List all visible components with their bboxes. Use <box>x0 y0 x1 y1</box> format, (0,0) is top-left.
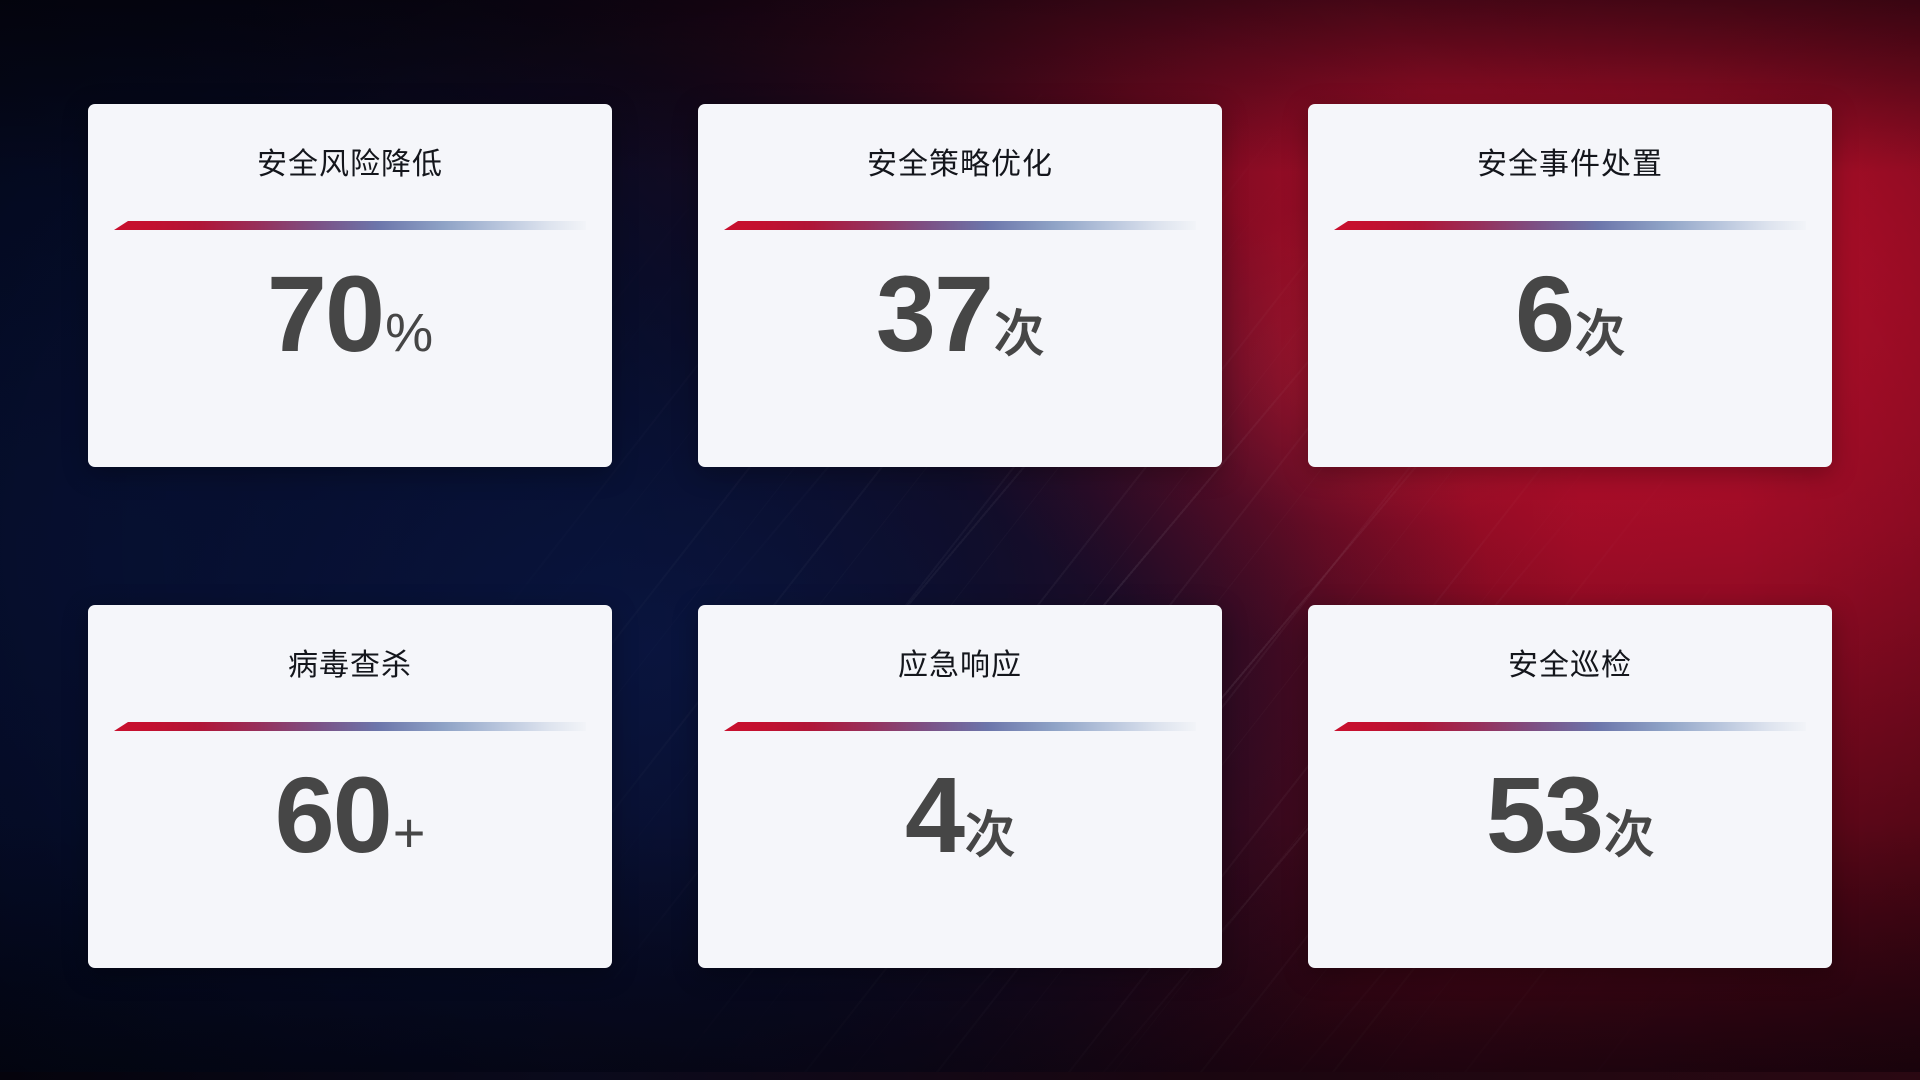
metric-suffix: 次 <box>994 306 1045 362</box>
metric-card[interactable]: 应急响应 4 次 <box>698 605 1222 968</box>
metric-suffix: 次 <box>965 807 1016 863</box>
metric-card[interactable]: 安全巡检 53 次 <box>1308 605 1832 968</box>
metric-title: 安全风险降低 <box>257 148 443 181</box>
metric-suffix: 次 <box>1575 306 1626 362</box>
metric-divider-bar <box>724 221 1196 230</box>
metric-value: 4 次 <box>905 761 1015 869</box>
metric-number: 37 <box>875 253 994 374</box>
metric-divider-bar <box>114 722 586 731</box>
metric-value: 6 次 <box>1515 260 1625 368</box>
metric-number: 6 <box>1514 253 1575 374</box>
metric-divider <box>1334 221 1806 230</box>
background-bottom-bar <box>0 1072 1920 1080</box>
metric-divider <box>724 221 1196 230</box>
metric-value: 53 次 <box>1486 761 1654 869</box>
metric-value: 60 + <box>275 761 426 869</box>
metric-title: 安全巡检 <box>1508 649 1632 682</box>
metric-title: 安全事件处置 <box>1477 148 1663 181</box>
metric-title: 应急响应 <box>898 649 1022 682</box>
metric-suffix: % <box>385 303 434 363</box>
metric-value: 70 % <box>267 260 433 368</box>
metric-divider-bar <box>724 722 1196 731</box>
metric-suffix: + <box>392 801 426 864</box>
metric-title: 安全策略优化 <box>867 148 1053 181</box>
metric-divider <box>114 722 586 731</box>
metric-number: 53 <box>1485 754 1604 875</box>
metric-divider-bar <box>1334 722 1806 731</box>
metric-suffix: 次 <box>1604 807 1655 863</box>
metric-number: 60 <box>274 754 393 875</box>
metric-divider <box>1334 722 1806 731</box>
metric-card[interactable]: 病毒查杀 60 + <box>88 605 612 968</box>
metric-card[interactable]: 安全风险降低 70 % <box>88 104 612 467</box>
metric-divider-bar <box>1334 221 1806 230</box>
metric-divider-bar <box>114 221 586 230</box>
metric-card[interactable]: 安全策略优化 37 次 <box>698 104 1222 467</box>
metric-divider <box>724 722 1196 731</box>
metric-number: 4 <box>904 754 965 875</box>
metric-card-grid: 安全风险降低 70 % 安全策略优化 37 次 安全事件处置 <box>88 104 1832 968</box>
metric-title: 病毒查杀 <box>288 649 412 682</box>
metric-value: 37 次 <box>876 260 1044 368</box>
metric-divider <box>114 221 586 230</box>
metric-card[interactable]: 安全事件处置 6 次 <box>1308 104 1832 467</box>
metric-number: 70 <box>266 253 385 374</box>
